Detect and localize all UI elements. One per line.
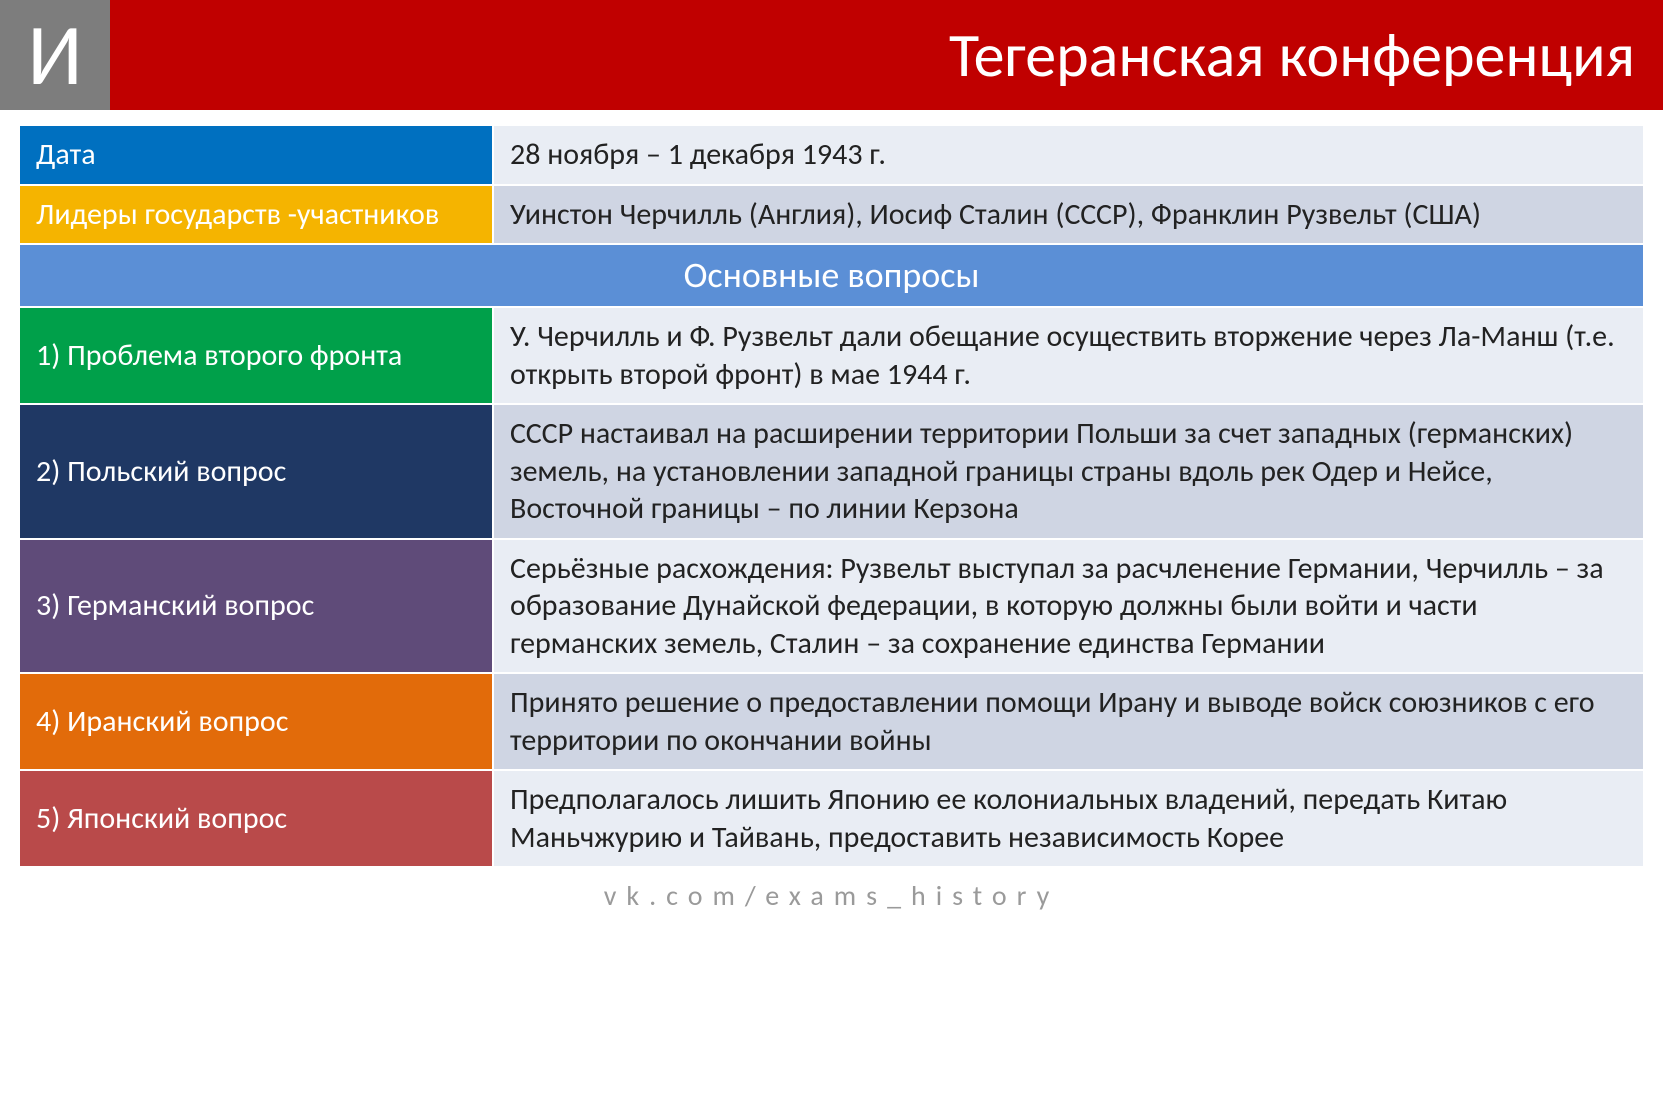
cell-date-value: 28 ноября – 1 декабря 1943 г.	[493, 125, 1644, 185]
cell-q4-label: 4) Иранский вопрос	[19, 673, 493, 770]
slide: И Тегеранская конференция Дата 28 ноября…	[0, 0, 1663, 1096]
cell-leaders-value: Уинстон Черчилль (Англия), Иосиф Сталин …	[493, 185, 1644, 245]
cell-q2-value: СССР настаивал на расширении территории …	[493, 404, 1644, 539]
row-leaders: Лидеры государств -участников Уинстон Че…	[19, 185, 1644, 245]
cell-q1-value: У. Черчилль и Ф. Рузвельт дали обещание …	[493, 307, 1644, 404]
cell-q3-value: Серьёзные расхождения: Рузвельт выступал…	[493, 539, 1644, 674]
cell-leaders-label: Лидеры государств -участников	[19, 185, 493, 245]
cell-q1-label: 1) Проблема второго фронта	[19, 307, 493, 404]
cell-q3-label: 3) Германский вопрос	[19, 539, 493, 674]
slide-title: Тегеранская конференция	[110, 0, 1663, 110]
cell-q5-label: 5) Японский вопрос	[19, 770, 493, 867]
cell-q4-value: Принято решение о предоставлении помощи …	[493, 673, 1644, 770]
info-table: Дата 28 ноября – 1 декабря 1943 г. Лидер…	[18, 124, 1645, 868]
slide-body: Дата 28 ноября – 1 декабря 1943 г. Лидер…	[0, 110, 1663, 1096]
cell-date-label: Дата	[19, 125, 493, 185]
row-q4: 4) Иранский вопрос Принято решение о пре…	[19, 673, 1644, 770]
row-date: Дата 28 ноября – 1 декабря 1943 г.	[19, 125, 1644, 185]
row-q5: 5) Японский вопрос Предполагалось лишить…	[19, 770, 1644, 867]
footer-link: vk.com/exams_history	[18, 868, 1645, 933]
header-badge: И	[0, 0, 110, 110]
row-q3: 3) Германский вопрос Серьёзные расхожден…	[19, 539, 1644, 674]
cell-q2-label: 2) Польский вопрос	[19, 404, 493, 539]
row-q1: 1) Проблема второго фронта У. Черчилль и…	[19, 307, 1644, 404]
cell-q5-value: Предполагалось лишить Японию ее колониал…	[493, 770, 1644, 867]
row-section-header: Основные вопросы	[19, 244, 1644, 307]
slide-header: И Тегеранская конференция	[0, 0, 1663, 110]
row-q2: 2) Польский вопрос СССР настаивал на рас…	[19, 404, 1644, 539]
cell-section-title: Основные вопросы	[19, 244, 1644, 307]
